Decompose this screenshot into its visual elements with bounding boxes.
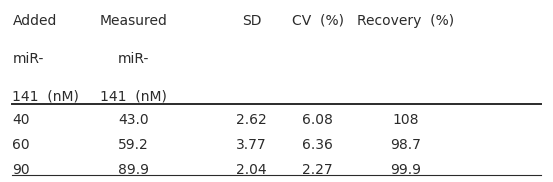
Text: 141  (nM): 141 (nM): [100, 89, 167, 103]
Text: 108: 108: [393, 113, 419, 127]
Text: miR-: miR-: [12, 52, 44, 66]
Text: 6.36: 6.36: [302, 138, 333, 152]
Text: 3.77: 3.77: [237, 138, 267, 152]
Text: SD: SD: [242, 14, 262, 28]
Text: Recovery  (%): Recovery (%): [357, 14, 455, 28]
Text: 98.7: 98.7: [390, 138, 421, 152]
Text: 141  (nM): 141 (nM): [12, 89, 79, 103]
Text: 60: 60: [12, 138, 30, 152]
Text: miR-: miR-: [118, 52, 149, 66]
Text: 2.04: 2.04: [237, 163, 267, 177]
Text: Measured: Measured: [100, 14, 168, 28]
Text: Added: Added: [12, 14, 57, 28]
Text: 59.2: 59.2: [118, 138, 149, 152]
Text: 6.08: 6.08: [302, 113, 333, 127]
Text: 2.62: 2.62: [236, 113, 267, 127]
Text: 89.9: 89.9: [118, 163, 149, 177]
Text: 99.9: 99.9: [390, 163, 421, 177]
Text: 90: 90: [12, 163, 30, 177]
Text: 43.0: 43.0: [118, 113, 149, 127]
Text: CV  (%): CV (%): [292, 14, 344, 28]
Text: 40: 40: [12, 113, 30, 127]
Text: 2.27: 2.27: [302, 163, 333, 177]
